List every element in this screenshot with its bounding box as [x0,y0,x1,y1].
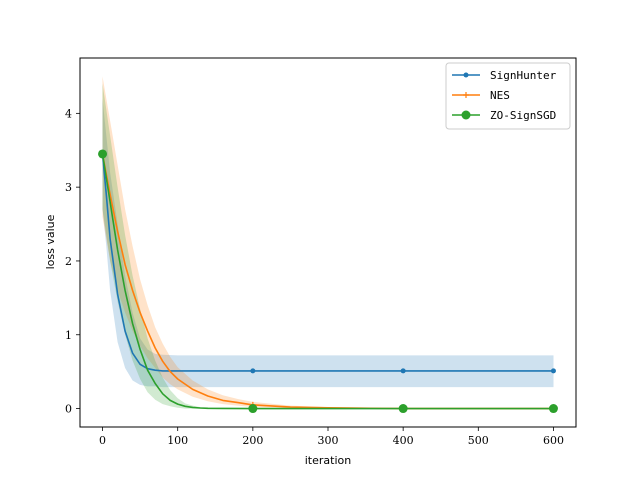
x-tick-label: 500 [468,434,489,447]
signhunter-marker [550,368,556,374]
zo-signsgd-marker [398,404,408,414]
zo-signsgd-marker [98,149,108,159]
signhunter-marker [250,368,256,374]
x-tick-label: 600 [543,434,564,447]
x-tick-label: 300 [318,434,339,447]
series-markers [98,149,558,414]
series-lines [101,153,554,410]
zo-signsgd-legend-label: ZO-SignSGD [490,109,556,122]
nes-line [101,153,554,410]
signhunter-marker [400,368,406,374]
y-tick-label: 0 [65,403,72,416]
x-tick-label: 0 [99,434,106,447]
x-tick-label: 200 [242,434,263,447]
nes-legend-label: NES [490,89,510,102]
y-axis-ticks: 0 1 2 3 4 [65,107,80,416]
zo-signsgd-marker [548,404,558,414]
nes-legend-marker [463,92,469,98]
zo-signsgd-marker [248,404,258,414]
y-tick-label: 1 [65,329,72,342]
x-axis-label: iteration [305,454,351,467]
zo-signsgd-legend-marker [461,110,471,120]
zo-signsgd-band [102,83,554,409]
y-tick-label: 3 [65,181,72,194]
legend: SignHunter NES ZO-SignSGD [445,62,571,130]
zo-signsgd-line [101,153,554,410]
x-axis-ticks: 0 100 200 300 400 500 600 [99,427,564,447]
signhunter-band [102,98,554,388]
y-tick-label: 2 [65,255,72,268]
signhunter-line [101,153,554,372]
y-tick-label: 4 [65,107,72,120]
signhunter-legend-label: SignHunter [490,69,557,82]
x-tick-label: 400 [393,434,414,447]
confidence-bands [102,76,554,409]
y-axis-label: loss value [44,214,57,269]
x-tick-label: 100 [167,434,188,447]
legend-box [445,62,571,130]
signhunter-legend-marker [463,72,469,78]
